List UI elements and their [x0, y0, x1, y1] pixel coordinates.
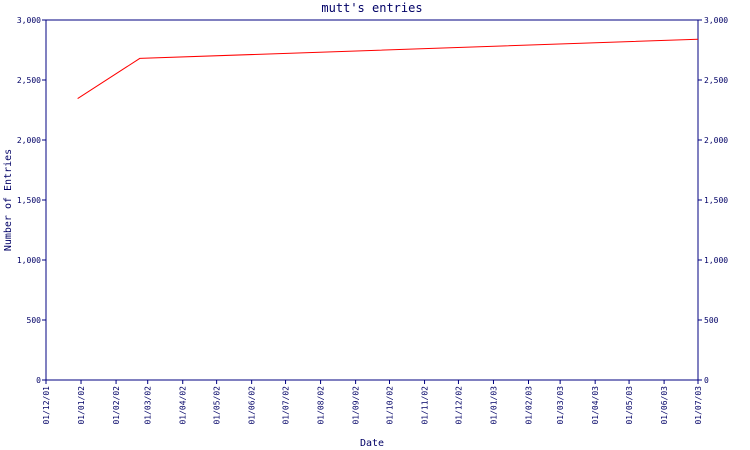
x-tick-label: 01/07/02	[282, 386, 291, 425]
x-tick-label: 01/05/02	[213, 386, 222, 425]
x-tick-label: 01/01/02	[77, 386, 86, 425]
x-tick-label: 01/12/02	[454, 386, 463, 425]
x-tick-label: 01/08/02	[317, 386, 326, 425]
x-tick-label: 01/03/03	[556, 386, 565, 425]
x-axis-label: Date	[360, 438, 384, 449]
x-tick-label: 01/02/02	[112, 386, 121, 425]
x-tick-label: 01/09/02	[352, 386, 361, 425]
plot-frame	[45, 19, 699, 381]
x-tick-label: 01/02/03	[525, 386, 534, 425]
x-tick-label: 01/04/03	[591, 386, 600, 425]
y2-tick-label: 3,000	[704, 16, 728, 25]
y2-tick-label: 1,000	[704, 256, 728, 265]
y2-tick-label: 2,000	[704, 136, 728, 145]
y-tick-label: 1,500	[17, 196, 41, 205]
x-tick-label: 01/07/03	[694, 386, 703, 425]
y-tick-label: 2,500	[17, 76, 41, 85]
x-tick-label: 01/06/03	[660, 386, 669, 425]
chart-title: mutt's entries	[321, 1, 422, 15]
x-tick-label: 01/03/02	[144, 386, 153, 425]
y-tick-label: 3,000	[17, 16, 41, 25]
y-tick-label: 500	[27, 316, 42, 325]
data-line	[77, 38, 699, 100]
y-tick-label: 0	[36, 376, 41, 385]
y2-tick-label: 500	[704, 316, 719, 325]
x-tick-label: 01/12/01	[42, 386, 51, 425]
x-tick-label: 01/01/03	[489, 386, 498, 425]
y2-tick-label: 2,500	[704, 76, 728, 85]
x-tick-label: 01/10/02	[386, 386, 395, 425]
y-tick-label: 2,000	[17, 136, 41, 145]
x-tick-label: 01/11/02	[421, 386, 430, 425]
x-tick-label: 01/06/02	[248, 386, 257, 425]
y2-tick-label: 1,500	[704, 196, 728, 205]
y-axis-label: Number of Entries	[3, 149, 14, 251]
y2-tick-label: 0	[704, 376, 709, 385]
x-tick-label: 01/05/03	[625, 386, 634, 425]
x-tick-label: 01/04/02	[179, 386, 188, 425]
y-tick-label: 1,000	[17, 256, 41, 265]
